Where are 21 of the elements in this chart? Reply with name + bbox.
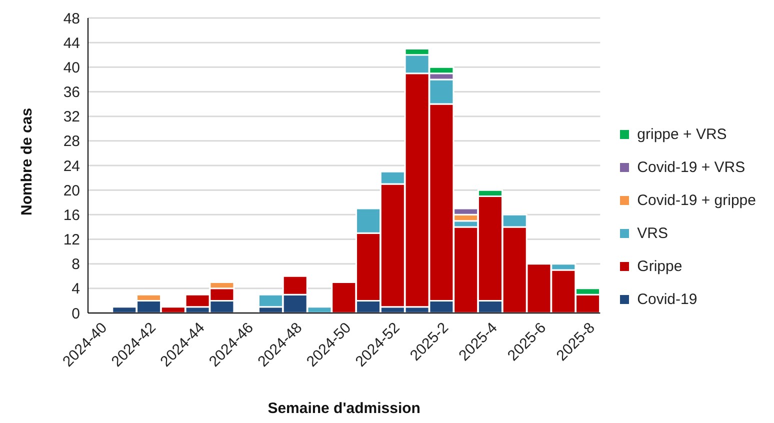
legend-label: Covid-19 (637, 291, 698, 308)
y-tick-label: 24 (63, 158, 80, 175)
y-tick-label: 16 (63, 206, 80, 224)
y-tick-label: 48 (63, 10, 80, 28)
y-axis-title: Nombre de cas (18, 108, 36, 216)
legend-label: Grippe (637, 258, 682, 275)
y-tick-label: 20 (63, 182, 80, 200)
legend-label: Covid-19 + VRS (637, 159, 746, 176)
y-tick-label: 40 (63, 59, 80, 76)
legend-label: VRS (637, 225, 668, 242)
y-tick-label: 0 (72, 305, 80, 322)
x-axis-title: Semaine d'admission (268, 400, 420, 417)
y-tick-label: 12 (63, 232, 80, 249)
legend-label: grippe + VRS (637, 126, 727, 143)
y-tick-label: 44 (63, 34, 80, 52)
y-tick-label: 36 (63, 84, 80, 102)
y-tick-label: 8 (72, 256, 80, 274)
y-tick-label: 4 (72, 280, 80, 298)
y-tick-label: 32 (63, 108, 80, 126)
legend-label: Covid-19 + grippe (637, 192, 756, 209)
y-tick-label: 28 (63, 133, 80, 150)
